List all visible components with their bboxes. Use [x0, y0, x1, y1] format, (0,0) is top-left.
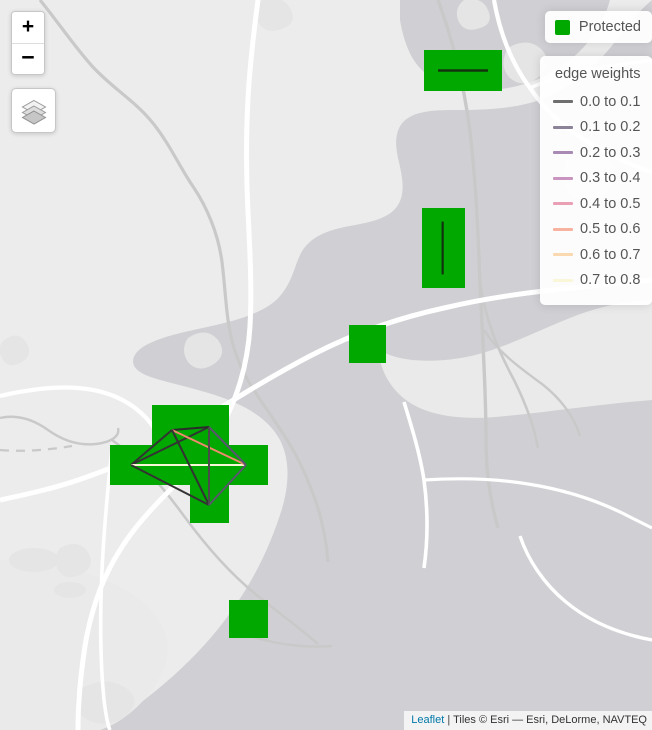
road-minor-branch-b [482, 329, 582, 437]
legend-protected: Protected [544, 11, 652, 43]
network-edge-n3-n4[interactable] [208, 426, 247, 466]
legend-edge-row-0: 0.0 to 0.1 [553, 89, 641, 115]
legend-edge-color-swatch [553, 151, 573, 155]
legend-edge-row-7: 0.7 to 0.8 [553, 268, 641, 294]
legend-edge-row-3: 0.3 to 0.4 [553, 166, 641, 192]
park-blob-c [184, 332, 223, 369]
network-edge-n4-n5[interactable] [208, 464, 247, 506]
road-minor-west-dash [0, 444, 73, 452]
peninsula-central [378, 300, 652, 418]
legend-edge-label: 0.5 to 0.6 [580, 221, 641, 238]
legend-edge-label: 0.6 to 0.7 [580, 246, 641, 263]
legend-edge-label: 0.2 to 0.3 [580, 144, 641, 161]
legend-edge-weights: edge weights 0.0 to 0.1 0.1 to 0.2 0.2 to … [540, 56, 652, 305]
legend-edge-weights-title: edge weights [555, 66, 641, 82]
network-edge-n2-n3[interactable] [171, 426, 210, 431]
legend-edge-row-5: 0.5 to 0.6 [553, 217, 641, 243]
legend-edge-row-2: 0.2 to 0.3 [553, 140, 641, 166]
network-edges-group [130, 426, 247, 506]
layers-icon [20, 99, 47, 125]
legend-edge-color-swatch [553, 125, 573, 129]
leaflet-link[interactable]: Leaflet [411, 714, 445, 726]
protected-area-pa-cluster-north[interactable] [152, 405, 229, 449]
network-edge-n1-n2[interactable] [130, 429, 173, 466]
islet-a [9, 548, 59, 572]
protected-area-pa-small-center[interactable] [349, 325, 386, 363]
layers-control-button[interactable] [11, 88, 56, 133]
water-body [100, 0, 652, 730]
legend-edge-color-swatch [553, 100, 573, 104]
network-edge-n1-n5[interactable] [130, 464, 210, 506]
legend-edge-color-swatch [553, 253, 573, 257]
road-minor-south-spur [249, 634, 333, 648]
attribution-tiles-text: Tiles © Esri — Esri, DeLorme, NAVTEQ [453, 714, 647, 726]
legend-edge-rows: 0.0 to 0.1 0.1 to 0.2 0.2 to 0.3 0.3 to 0.4… [553, 89, 641, 294]
legend-edge-color-swatch [553, 227, 573, 231]
protected-legend-label: Protected [578, 19, 641, 35]
legend-edge-row-1: 0.1 to 0.2 [553, 115, 641, 141]
map-attribution: Leaflet | Tiles © Esri — Esri, DeLorme, … [404, 711, 652, 730]
park-blob-b [503, 42, 548, 84]
protected-area-pa-south[interactable] [229, 600, 268, 638]
zoom-in-button[interactable]: + [12, 12, 44, 43]
network-edge-n1-n3[interactable] [130, 426, 210, 466]
protected-areas-group [110, 50, 502, 638]
legend-edge-color-swatch [553, 202, 573, 206]
road-minor-nw [38, 0, 330, 563]
park-blob-h [456, 0, 490, 30]
park-blob-d [0, 335, 30, 366]
legend-edge-label: 0.1 to 0.2 [580, 119, 641, 136]
protected-color-swatch [554, 19, 570, 35]
road-minor-branch-a [478, 281, 540, 449]
park-blob-e [55, 543, 91, 578]
network-edge-n2-n5[interactable] [171, 429, 210, 506]
road-major-pen-branch [423, 477, 652, 530]
islet-b [54, 582, 86, 598]
legend-edge-label: 0.7 to 0.8 [580, 272, 641, 289]
legend-edge-label: 0.4 to 0.5 [580, 195, 641, 212]
legend-edge-color-swatch [553, 278, 573, 282]
park-blob-g [255, 0, 293, 31]
attribution-separator: | [444, 714, 454, 726]
zoom-control[interactable]: + − [11, 11, 45, 75]
road-major-se [518, 535, 652, 642]
zoom-out-button[interactable]: − [12, 43, 44, 74]
legend-edge-label: 0.0 to 0.1 [580, 93, 641, 110]
legend-edge-label: 0.3 to 0.4 [580, 170, 641, 187]
legend-edge-row-6: 0.6 to 0.7 [553, 242, 641, 268]
road-major-sw-branch [98, 447, 114, 730]
legend-edge-color-swatch [553, 176, 573, 180]
legend-edge-row-4: 0.4 to 0.5 [553, 191, 641, 217]
road-minor-west-hook [0, 415, 120, 446]
